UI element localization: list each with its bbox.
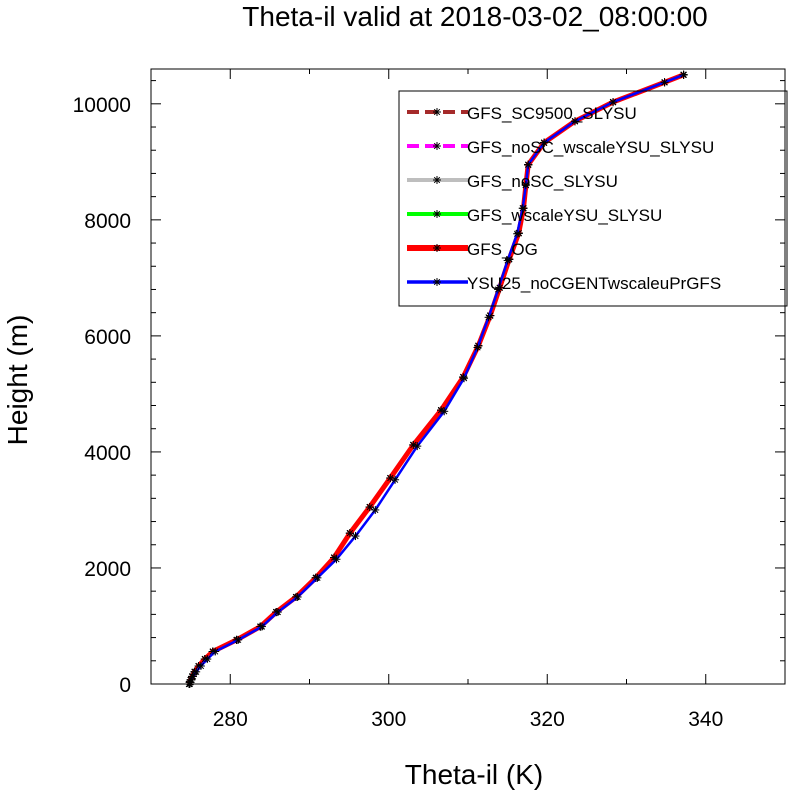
data-point [609,98,618,107]
legend-item: GFS_noSC_SLYSU [407,172,618,191]
data-point [313,573,322,582]
legend-item: GFS_noSC_wscaleYSU_SLYSU [407,138,714,157]
data-point [484,313,493,322]
legend-marker [433,244,441,252]
legend-item: GFS_OG [407,240,538,259]
data-point [273,608,282,617]
data-point [234,635,243,644]
data-point [460,374,469,383]
data-point [365,503,374,512]
data-point [332,555,341,564]
data-point [513,229,522,238]
axis-layer: 280 300 320 340 0 2000 4000 6000 8000 10000 [73,69,786,731]
data-point [351,532,360,541]
y-tick-label: 10000 [73,94,131,117]
data-point [196,662,205,671]
data-point [524,160,533,169]
chart-title: Theta-il valid at 2018-03-02_08:00:00 [242,1,707,32]
series-3 [185,70,688,688]
data-point [211,647,220,656]
y-tick-label: 2000 [84,558,131,581]
data-point [503,256,512,265]
legend-box [398,90,788,307]
data-point [570,117,579,126]
legend-marker [433,278,441,286]
legend-label: YSU25_noCGENTwscaleuPrGFS [467,274,721,293]
legend-item: GFS_wscaleYSU_SLYSU [407,206,662,225]
y-tick-label: 6000 [84,326,131,349]
data-point [679,70,688,79]
data-point [518,204,527,213]
legend: GFS_SC9500_SLYSU GFS_noSC_wscaleYSU_SLYSU… [398,90,788,307]
x-tick-label: 300 [371,708,406,731]
data-point [203,655,212,664]
series-line [187,73,685,685]
series-line [188,73,685,685]
series-1 [185,70,688,688]
legend-marker [433,108,441,116]
data-point [187,675,196,684]
series-2 [185,70,688,688]
series-5 [185,70,688,688]
data-point [257,622,266,631]
data-point [192,667,201,676]
data-point [391,475,400,484]
data-point [494,285,503,294]
series-line [187,73,685,685]
series-4 [185,70,688,688]
legend-item: YSU25_noCGENTwscaleuPrGFS [407,274,721,293]
data-point [521,181,530,190]
series-6 [185,70,688,688]
legend-marker [433,210,441,218]
x-axis-label: Theta-il (K) [405,759,543,790]
data-point [473,343,482,352]
data-point [293,592,302,601]
data-point [413,442,422,451]
data-point [345,529,354,538]
x-tick-label: 320 [530,708,565,731]
legend-marker [433,142,441,150]
legend-label: GFS_wscaleYSU_SLYSU [467,206,662,225]
data-point [440,407,449,416]
legend-label: GFS_noSC_SLYSU [467,172,618,191]
legend-label: GFS_noSC_wscaleYSU_SLYSU [467,138,714,157]
series-line [187,73,685,685]
data-point [189,672,198,681]
series-line [187,73,685,685]
y-tick-label: 0 [119,674,131,697]
data-point [371,505,380,514]
data-point [540,138,549,147]
plot-frame [150,68,786,685]
legend-label: GFS_SC9500_SLYSU [467,104,637,123]
data-point [660,78,669,87]
legend-marker [433,176,441,184]
data-layer [185,70,688,688]
legend-label: GFS_OG [467,240,538,259]
x-tick-label: 280 [213,708,248,731]
x-tick-label: 340 [688,708,723,731]
y-axis-label: Height (m) [2,315,33,446]
y-tick-label: 4000 [84,442,131,465]
legend-item: GFS_SC9500_SLYSU [407,104,637,123]
series-line [186,72,685,686]
y-tick-label: 8000 [84,210,131,233]
